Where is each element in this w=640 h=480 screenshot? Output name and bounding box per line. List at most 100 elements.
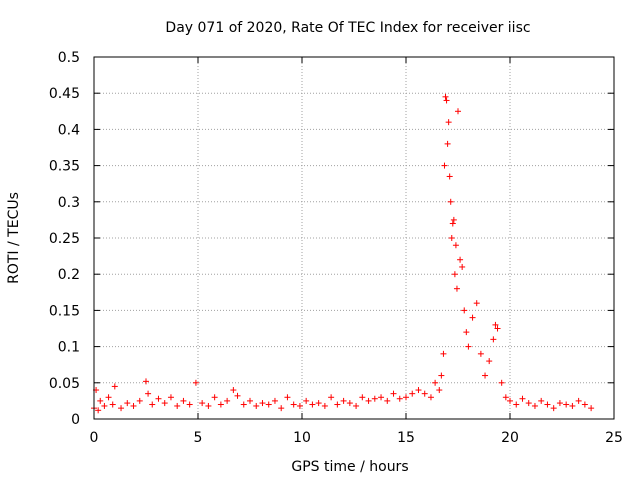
- data-point: [409, 390, 416, 397]
- data-point: [118, 405, 125, 412]
- data-point: [575, 397, 582, 404]
- data-point: [581, 401, 588, 408]
- x-tick-label: 5: [194, 430, 203, 446]
- data-point: [451, 271, 458, 278]
- data-point: [224, 397, 231, 404]
- y-tick-labels: 0 0.05 0.1 0.15 0.2 0.25 0.3 0.35 0.4 0.45 0.5: [49, 50, 80, 428]
- data-point: [421, 390, 428, 397]
- data-point: [346, 400, 353, 407]
- data-point: [161, 400, 168, 407]
- data-point: [149, 401, 156, 408]
- data-point: [482, 372, 489, 379]
- data-point: [111, 383, 118, 390]
- data-point: [556, 400, 563, 407]
- data-point: [371, 395, 378, 402]
- data-point: [105, 394, 112, 401]
- data-point: [436, 387, 443, 394]
- data-point: [97, 397, 104, 404]
- data-point: [450, 216, 457, 223]
- data-point: [445, 119, 452, 126]
- y-tick-label: 0.15: [49, 303, 80, 319]
- data-point: [101, 402, 108, 409]
- data-point: [353, 402, 360, 409]
- data-point: [309, 401, 316, 408]
- x-tick-label: 25: [605, 430, 623, 446]
- data-point: [427, 394, 434, 401]
- data-point: [378, 394, 385, 401]
- data-point: [449, 220, 456, 227]
- data-point: [290, 401, 297, 408]
- data-point: [186, 401, 193, 408]
- data-point: [303, 397, 310, 404]
- data-point: [507, 397, 513, 404]
- data-point: [531, 402, 538, 409]
- data-point: [365, 397, 372, 404]
- y-tick-label: 0.25: [49, 231, 80, 247]
- data-point: [278, 405, 285, 412]
- y-tick-label: 0.05: [49, 376, 80, 392]
- data-point: [247, 397, 253, 404]
- data-point: [315, 400, 322, 407]
- data-point: [130, 402, 137, 409]
- data-point: [457, 256, 464, 263]
- data-point: [145, 390, 152, 397]
- data-point: [403, 394, 409, 401]
- data-point: [444, 140, 451, 147]
- data-point: [473, 300, 480, 307]
- data-point: [271, 397, 278, 404]
- x-tick-label: 0: [90, 430, 99, 446]
- data-point: [259, 400, 266, 407]
- data-point: [440, 350, 447, 357]
- data-point: [502, 394, 509, 401]
- y-tick-label: 0.35: [49, 159, 80, 175]
- data-point: [486, 358, 493, 365]
- data-point: [359, 394, 366, 401]
- data-point: [525, 400, 532, 407]
- data-point: [240, 401, 247, 408]
- data-point: [519, 395, 526, 402]
- data-point: [455, 108, 461, 115]
- x-axis-label: GPS time / hours: [291, 459, 408, 475]
- y-tick-label: 0.3: [58, 195, 80, 211]
- data-point: [192, 379, 199, 386]
- data-point: [463, 329, 470, 336]
- data-point: [109, 401, 116, 408]
- data-point: [432, 379, 439, 386]
- y-axis-label: ROTI / TECUs: [6, 192, 22, 284]
- data-point: [513, 401, 520, 408]
- data-point: [415, 387, 422, 394]
- data-point: [494, 325, 501, 332]
- data-point: [498, 379, 505, 386]
- y-tick-label: 0.5: [58, 50, 80, 66]
- data-point: [477, 350, 484, 357]
- data-point: [136, 397, 143, 404]
- data-point: [442, 93, 449, 100]
- data-point: [443, 97, 450, 104]
- data-point: [469, 314, 476, 321]
- data-points: [91, 93, 595, 414]
- data-point: [438, 372, 445, 379]
- data-point: [492, 321, 499, 328]
- data-point: [544, 401, 551, 408]
- chart-title: Day 071 of 2020, Rate Of TEC Index for r…: [165, 20, 530, 36]
- data-point: [211, 394, 218, 401]
- data-point: [199, 400, 206, 407]
- data-point: [296, 402, 303, 409]
- data-point: [459, 263, 466, 270]
- y-tick-label: 0: [71, 412, 80, 428]
- data-point: [441, 162, 448, 169]
- data-point: [124, 400, 131, 407]
- data-point: [390, 390, 397, 397]
- data-point: [538, 397, 545, 404]
- data-point: [490, 336, 497, 343]
- data-point: [465, 343, 472, 350]
- data-point: [461, 307, 468, 314]
- x-tick-label: 15: [397, 430, 415, 446]
- data-point: [453, 285, 460, 292]
- data-point: [205, 402, 212, 409]
- data-point: [384, 397, 391, 404]
- data-point: [448, 235, 455, 241]
- data-point: [234, 392, 241, 399]
- data-point: [328, 394, 335, 401]
- data-point: [334, 401, 341, 408]
